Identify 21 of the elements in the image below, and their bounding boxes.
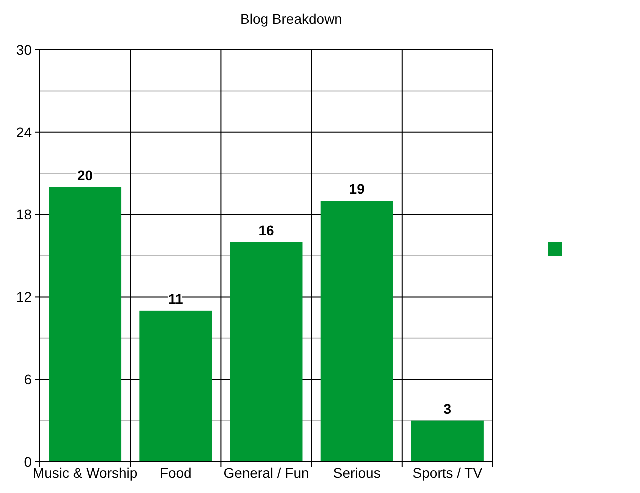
data-label: 3 <box>444 400 452 417</box>
x-tick-label: Music & Worship <box>32 465 138 481</box>
bar <box>230 242 303 462</box>
y-tick-label: 30 <box>16 42 32 58</box>
data-label: 16 <box>258 222 274 238</box>
data-label: 19 <box>349 181 366 198</box>
bar <box>49 187 122 462</box>
bar <box>411 420 484 462</box>
x-tick-label: Sports / TV <box>412 465 484 481</box>
y-tick-label: 12 <box>16 289 32 306</box>
bar <box>140 310 212 462</box>
x-tick-label: Food <box>160 465 192 481</box>
chart-title: Blog Breakdown <box>240 11 342 27</box>
bar <box>320 201 394 462</box>
y-tick-label: 6 <box>24 372 32 388</box>
y-tick-label: 0 <box>24 454 32 470</box>
x-tick-label: General / Fun <box>224 465 310 481</box>
data-label: 20 <box>78 167 94 184</box>
y-tick-label: 18 <box>16 206 32 223</box>
x-tick-label: Serious <box>333 465 381 481</box>
y-tick-label: 24 <box>16 124 32 140</box>
